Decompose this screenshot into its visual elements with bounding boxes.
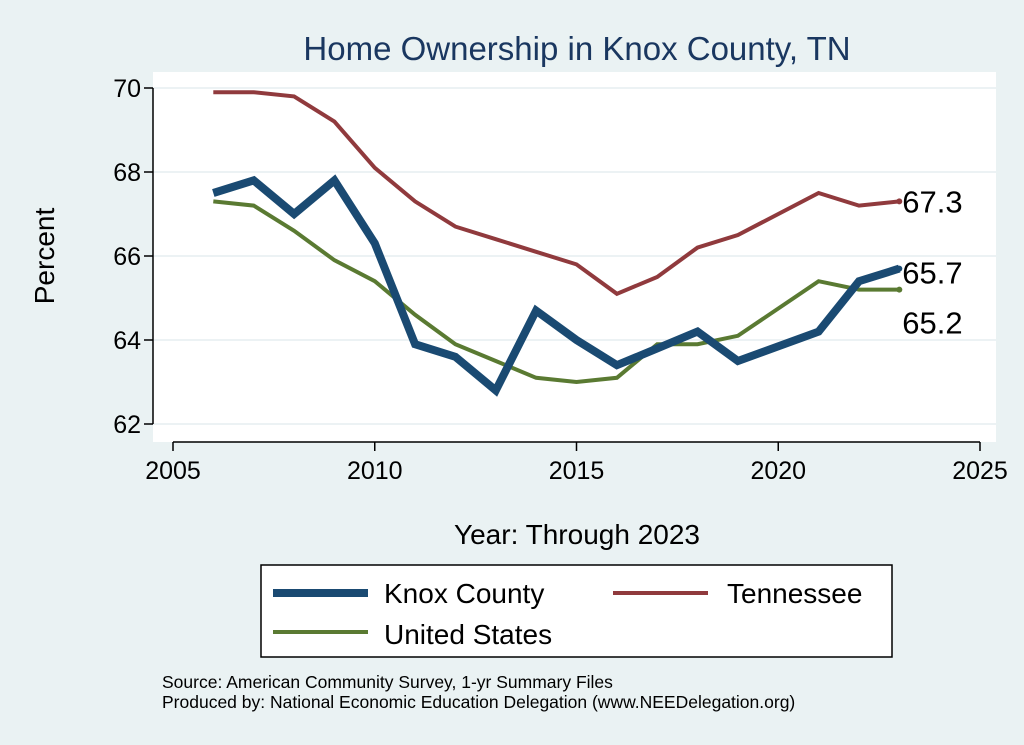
- chart-title: Home Ownership in Knox County, TN: [303, 30, 850, 67]
- y-tick-label: 68: [113, 159, 141, 187]
- legend-box: [260, 564, 893, 658]
- y-tick-label: 70: [113, 75, 141, 103]
- x-tick-label: 2005: [145, 457, 201, 485]
- x-tick-label: 2015: [549, 457, 605, 485]
- x-tick-label: 2010: [347, 457, 403, 485]
- legend-label-knox-county: Knox County: [384, 578, 544, 609]
- end-labels-layer: 65.7 67.3 65.2: [902, 184, 962, 340]
- plot-area: [153, 72, 996, 442]
- source-note: Source: American Community Survey, 1-yr …: [162, 672, 613, 692]
- legend: Knox County Tennessee United States: [260, 564, 893, 658]
- series-line-tennessee: [213, 90, 900, 297]
- legend-label-united-states: United States: [384, 619, 552, 650]
- series-end-point-united-states: [896, 286, 903, 293]
- x-tick-label: 2025: [952, 457, 1008, 485]
- x-tick-label: 2020: [750, 457, 806, 485]
- y-axis-title: Percent: [29, 208, 60, 305]
- source-note: Produced by: National Economic Education…: [162, 692, 795, 712]
- end-label-tennessee: 67.3: [902, 184, 962, 219]
- legend-label-tennessee: Tennessee: [727, 578, 862, 609]
- x-axis-title: Year: Through 2023: [454, 519, 700, 550]
- series-layer: [212, 90, 903, 397]
- y-tick-label: 64: [113, 327, 141, 355]
- y-tick-label: 66: [113, 243, 141, 271]
- y-tick-label: 62: [113, 411, 141, 439]
- axes-layer: 62 64 66 68 70 2005 2010 2015 2020 2025: [113, 75, 1008, 485]
- end-label-united-states: 65.2: [902, 306, 962, 341]
- end-label-knox-county: 65.7: [902, 256, 962, 291]
- series-line-united-states: [213, 199, 900, 385]
- series-end-point-tennessee: [896, 198, 903, 205]
- series-end-point-knox-county: [896, 265, 903, 272]
- notes-layer: Source: American Community Survey, 1-yr …: [162, 672, 795, 712]
- series-line-knox-county: [212, 174, 901, 397]
